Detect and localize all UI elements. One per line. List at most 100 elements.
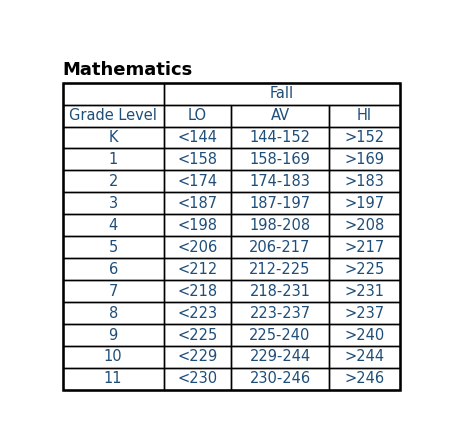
Bar bbox=[63, 83, 164, 105]
Text: >240: >240 bbox=[344, 328, 384, 343]
Text: >244: >244 bbox=[344, 349, 384, 364]
Bar bbox=[329, 149, 400, 170]
Bar bbox=[63, 170, 164, 192]
Bar bbox=[63, 236, 164, 258]
Bar bbox=[63, 214, 164, 236]
Bar bbox=[329, 170, 400, 192]
Text: 5: 5 bbox=[109, 240, 118, 255]
Bar bbox=[63, 346, 164, 368]
Bar bbox=[329, 346, 400, 368]
Text: HI: HI bbox=[357, 108, 372, 123]
Text: 198-208: 198-208 bbox=[249, 218, 311, 233]
Bar bbox=[63, 258, 164, 280]
Bar bbox=[231, 214, 329, 236]
Bar bbox=[231, 368, 329, 390]
Text: 9: 9 bbox=[109, 328, 118, 343]
Text: 206-217: 206-217 bbox=[249, 240, 311, 255]
Bar bbox=[63, 126, 164, 149]
Text: 218-231: 218-231 bbox=[249, 283, 311, 299]
Text: 158-169: 158-169 bbox=[249, 152, 310, 167]
Text: 6: 6 bbox=[109, 262, 118, 277]
Bar bbox=[329, 302, 400, 324]
Bar bbox=[231, 170, 329, 192]
Bar bbox=[164, 302, 231, 324]
Text: <198: <198 bbox=[177, 218, 217, 233]
Bar bbox=[329, 368, 400, 390]
Bar bbox=[164, 192, 231, 214]
Bar bbox=[231, 236, 329, 258]
Bar bbox=[231, 346, 329, 368]
Bar bbox=[164, 324, 231, 346]
Bar bbox=[231, 280, 329, 302]
Text: LO: LO bbox=[188, 108, 207, 123]
Bar bbox=[63, 83, 400, 390]
Text: AV: AV bbox=[271, 108, 290, 123]
Text: 174-183: 174-183 bbox=[249, 174, 310, 189]
Text: 212-225: 212-225 bbox=[249, 262, 311, 277]
Bar bbox=[329, 236, 400, 258]
Bar bbox=[164, 214, 231, 236]
Bar bbox=[329, 258, 400, 280]
Bar bbox=[329, 214, 400, 236]
Bar bbox=[63, 368, 164, 390]
Text: 3: 3 bbox=[109, 196, 118, 211]
Bar bbox=[231, 324, 329, 346]
Bar bbox=[164, 126, 231, 149]
Text: <218: <218 bbox=[177, 283, 217, 299]
Text: 230-246: 230-246 bbox=[249, 372, 311, 386]
Bar bbox=[164, 170, 231, 192]
Bar bbox=[231, 192, 329, 214]
Text: 11: 11 bbox=[104, 372, 122, 386]
Text: <225: <225 bbox=[177, 328, 217, 343]
Text: >225: >225 bbox=[344, 262, 384, 277]
Bar bbox=[231, 149, 329, 170]
Bar bbox=[63, 280, 164, 302]
Bar bbox=[329, 192, 400, 214]
Text: 8: 8 bbox=[109, 306, 118, 320]
Bar bbox=[231, 258, 329, 280]
Text: >183: >183 bbox=[345, 174, 384, 189]
Text: 187-197: 187-197 bbox=[249, 196, 311, 211]
Text: >169: >169 bbox=[344, 152, 384, 167]
Text: <223: <223 bbox=[177, 306, 217, 320]
Bar bbox=[63, 105, 164, 126]
Bar bbox=[63, 324, 164, 346]
Bar bbox=[164, 83, 400, 105]
Bar bbox=[63, 192, 164, 214]
Bar bbox=[329, 105, 400, 126]
Text: <229: <229 bbox=[177, 349, 217, 364]
Text: <158: <158 bbox=[177, 152, 217, 167]
Bar bbox=[164, 236, 231, 258]
Bar bbox=[329, 280, 400, 302]
Bar bbox=[231, 105, 329, 126]
Text: Fall: Fall bbox=[270, 86, 294, 101]
Text: K: K bbox=[108, 130, 118, 145]
Text: 1: 1 bbox=[109, 152, 118, 167]
Text: Mathematics: Mathematics bbox=[63, 61, 193, 79]
Bar bbox=[63, 149, 164, 170]
Text: <230: <230 bbox=[177, 372, 217, 386]
Bar bbox=[164, 346, 231, 368]
Text: >246: >246 bbox=[344, 372, 384, 386]
Bar bbox=[164, 368, 231, 390]
Text: >217: >217 bbox=[344, 240, 384, 255]
Bar bbox=[329, 126, 400, 149]
Text: >237: >237 bbox=[344, 306, 384, 320]
Text: 229-244: 229-244 bbox=[249, 349, 311, 364]
Text: >208: >208 bbox=[344, 218, 384, 233]
Text: >231: >231 bbox=[344, 283, 384, 299]
Text: 2: 2 bbox=[108, 174, 118, 189]
Text: 7: 7 bbox=[108, 283, 118, 299]
Text: Grade Level: Grade Level bbox=[69, 108, 157, 123]
Text: 4: 4 bbox=[109, 218, 118, 233]
Text: >152: >152 bbox=[344, 130, 384, 145]
Text: <206: <206 bbox=[177, 240, 217, 255]
Text: >197: >197 bbox=[344, 196, 384, 211]
Bar bbox=[164, 258, 231, 280]
Text: 225-240: 225-240 bbox=[249, 328, 311, 343]
Text: 10: 10 bbox=[104, 349, 123, 364]
Text: <187: <187 bbox=[177, 196, 217, 211]
Text: <212: <212 bbox=[177, 262, 217, 277]
Bar bbox=[231, 126, 329, 149]
Bar bbox=[63, 302, 164, 324]
